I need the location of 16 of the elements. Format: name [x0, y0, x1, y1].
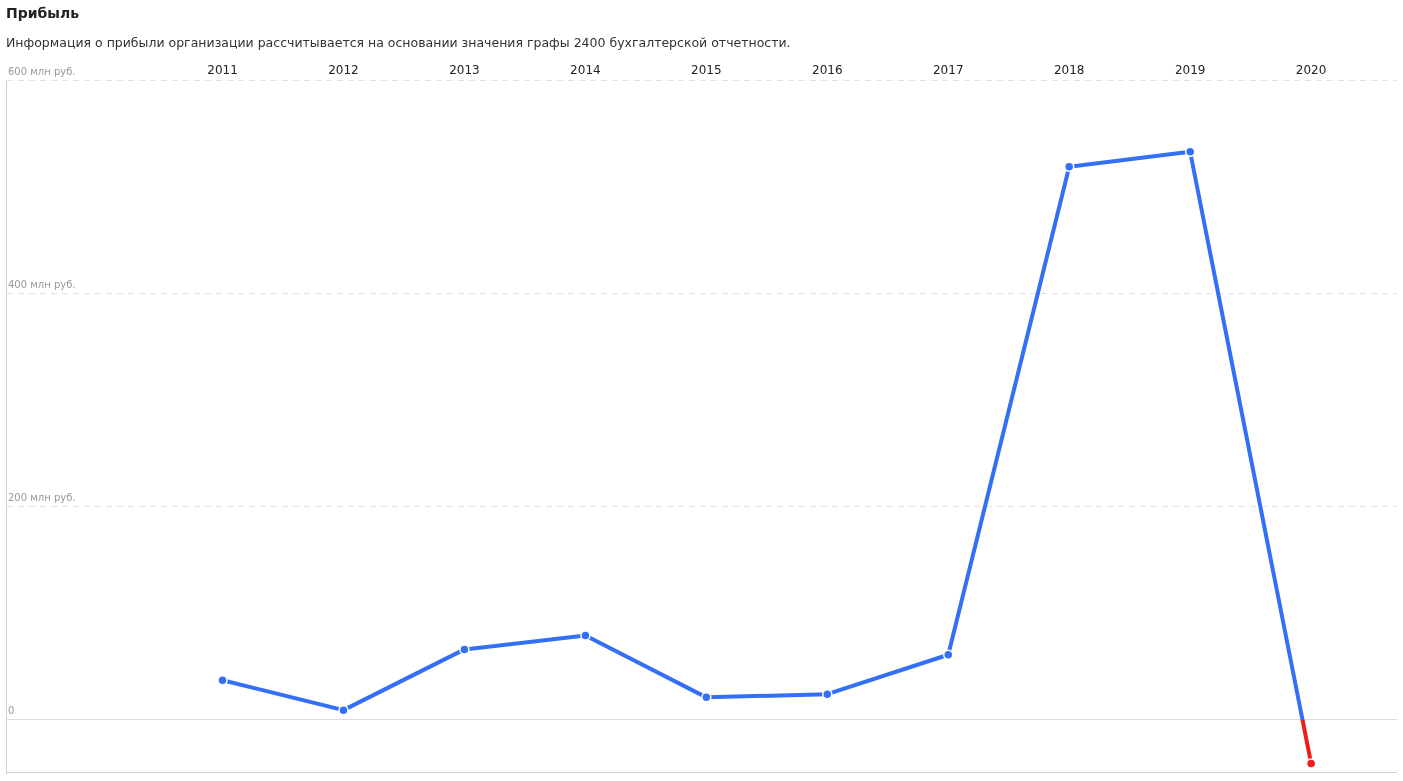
x-tick-label: 2011 [207, 63, 238, 78]
text: Прибыль [6, 5, 80, 21]
y-tick-label: 200 млн руб. [8, 492, 76, 504]
y-tick-label: 0 [8, 705, 15, 717]
y-tick-label: 400 млн руб. [8, 279, 76, 291]
x-tick-label: 2018 [1053, 63, 1085, 78]
x-tick-label: 2020 [1295, 63, 1327, 78]
x-tick-label: 2012 [328, 63, 359, 78]
x-tick-label: 2017 [932, 63, 964, 78]
chart-subtitle: Информация о прибыли организации рассчитывается на основании значения графы 2400 бухгалтерской отчетности. [6, 35, 791, 50]
x-tick-label: 2014 [570, 63, 601, 78]
x-tick-label: 2019 [1174, 63, 1206, 78]
x-tick-label: 2015 [691, 63, 722, 78]
y-tick-label: 600 млн руб. [8, 65, 76, 77]
x-tick-label: 2013 [449, 63, 480, 78]
x-tick-label: 2016 [812, 63, 843, 78]
